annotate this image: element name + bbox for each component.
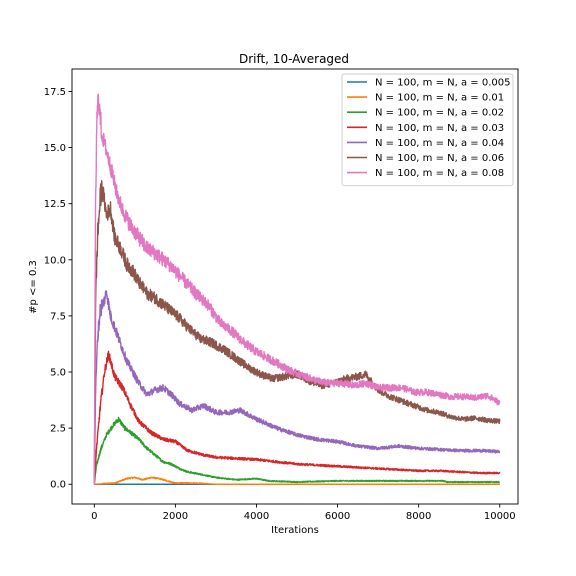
legend-label: N = 100, m = N, a = 0.01 (375, 93, 504, 104)
x-tick-label: 4000 (244, 511, 269, 522)
x-tick-label: 6000 (325, 511, 350, 522)
y-tick-label: 7.5 (50, 311, 66, 322)
series-line-3 (93, 416, 501, 485)
series-line-2 (93, 476, 501, 485)
y-axis-label: #p <= 0.3 (28, 260, 39, 314)
legend-box (341, 73, 514, 187)
y-tick-label: 2.5 (50, 424, 66, 435)
y-tick-label: 5.0 (50, 368, 66, 379)
x-axis-label: Iterations (271, 525, 319, 536)
series-line-7 (93, 93, 501, 485)
x-tick-label: 8000 (406, 511, 431, 522)
x-axis-ticks: 0 2000 4000 6000 8000 10000 (91, 504, 516, 522)
legend-label: N = 100, m = N, a = 0.08 (375, 168, 504, 179)
legend-label: N = 100, m = N, a = 0.06 (375, 153, 504, 164)
legend-label: N = 100, m = N, a = 0.005 (375, 78, 510, 89)
series-lines (93, 93, 501, 485)
series-line-5 (93, 290, 501, 485)
x-tick-label: 0 (91, 511, 97, 522)
series-line-6 (93, 180, 501, 485)
plot-frame (71, 68, 519, 505)
y-tick-label: 0.0 (50, 480, 66, 491)
x-tick-label: 2000 (163, 511, 188, 522)
legend-label: N = 100, m = N, a = 0.02 (375, 108, 504, 119)
y-axis-ticks: 0.0 2.5 5.0 7.5 10.0 12.5 15.0 17.5 (44, 87, 72, 491)
y-tick-label: 12.5 (44, 199, 66, 210)
x-tick-label: 10000 (484, 511, 516, 522)
legend-label: N = 100, m = N, a = 0.04 (375, 138, 504, 149)
legend-label: N = 100, m = N, a = 0.03 (375, 123, 504, 134)
y-tick-label: 10.0 (44, 255, 66, 266)
y-tick-label: 15.0 (44, 143, 66, 154)
chart-title: Drift, 10-Averaged (239, 52, 349, 66)
legend: N = 100, m = N, a = 0.005 N = 100, m = N,… (341, 73, 514, 187)
series-line-4 (93, 350, 501, 485)
y-tick-label: 17.5 (44, 87, 66, 98)
